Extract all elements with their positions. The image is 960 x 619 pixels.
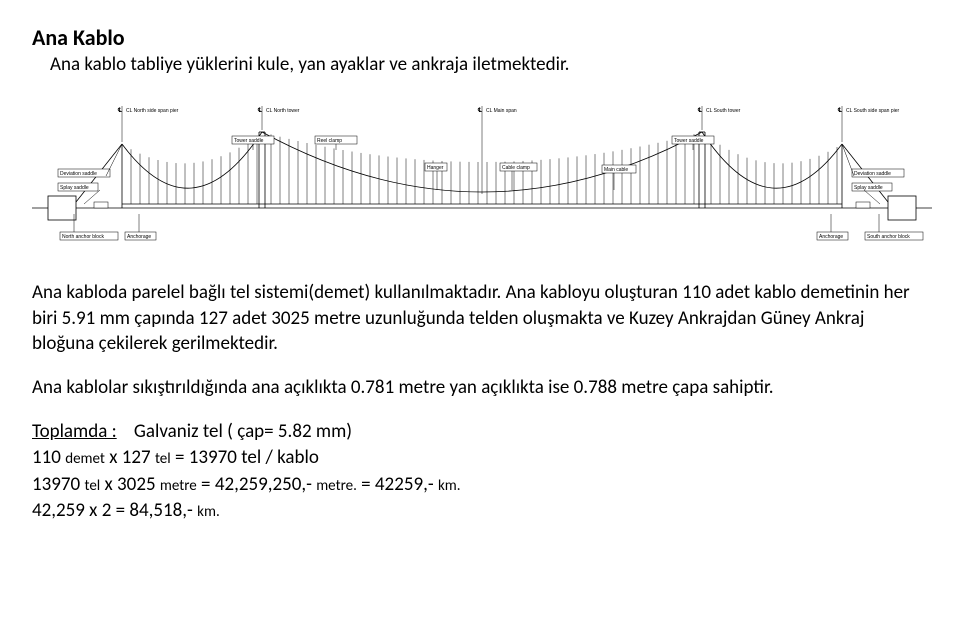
svg-text:Anchorage: Anchorage <box>127 234 151 240</box>
svg-text:℄: ℄ <box>837 107 842 114</box>
totals-line-2: 13970 tel x 3025 metre = 42,259,250,- me… <box>32 472 928 499</box>
paragraph-1: Ana kabloda parelel bağlı tel sistemi(de… <box>32 280 928 357</box>
svg-text:Reel clamp: Reel clamp <box>317 138 342 144</box>
svg-text:Hanger: Hanger <box>427 165 444 171</box>
svg-text:℄: ℄ <box>477 107 482 114</box>
svg-text:CL South side span pier: CL South side span pier <box>846 108 900 114</box>
svg-text:CL North side span pier: CL North side span pier <box>126 108 179 114</box>
bridge-diagram: CL North side span pier ℄ CL North tower ℄ C… <box>32 90 928 260</box>
totals-line-3: 42,259 x 2 = 84,518,- km. <box>32 498 928 525</box>
svg-text:Deviation saddle: Deviation saddle <box>60 171 97 177</box>
svg-text:CL North tower: CL North tower <box>266 108 300 114</box>
totals-galv: Galvaniz tel ( çap= 5.82 mm) <box>134 420 352 443</box>
svg-text:Tower saddle: Tower saddle <box>674 138 704 144</box>
page-subtitle: Ana kablo tabliye yüklerini kule, yan ay… <box>50 53 928 76</box>
svg-text:CL Main span: CL Main span <box>486 108 517 114</box>
svg-text:℄: ℄ <box>257 107 262 114</box>
svg-text:CL South tower: CL South tower <box>706 108 741 114</box>
svg-text:Splay saddle: Splay saddle <box>854 185 883 191</box>
svg-text:Cable clamp: Cable clamp <box>502 165 530 171</box>
svg-text:℄: ℄ <box>697 107 702 114</box>
svg-text:South anchor block: South anchor block <box>867 234 910 240</box>
totals-head: Toplamda : <box>32 420 117 443</box>
page-title: Ana Kablo <box>32 24 928 51</box>
svg-text:Main cable: Main cable <box>604 167 628 173</box>
svg-text:Splay saddle: Splay saddle <box>60 185 89 191</box>
svg-text:North anchor block: North anchor block <box>62 234 104 240</box>
paragraph-2: Ana kablolar sıkıştırıldığında ana açıkl… <box>32 375 928 401</box>
svg-text:Anchorage: Anchorage <box>819 234 843 240</box>
totals-block: Toplamda : Galvaniz tel ( çap= 5.82 mm) … <box>32 419 928 525</box>
totals-line-1: 110 demet x 127 tel = 13970 tel / kablo <box>32 445 928 472</box>
svg-text:Tower saddle: Tower saddle <box>234 138 264 144</box>
svg-text:℄: ℄ <box>117 107 122 114</box>
svg-text:Deviation saddle: Deviation saddle <box>854 171 891 177</box>
